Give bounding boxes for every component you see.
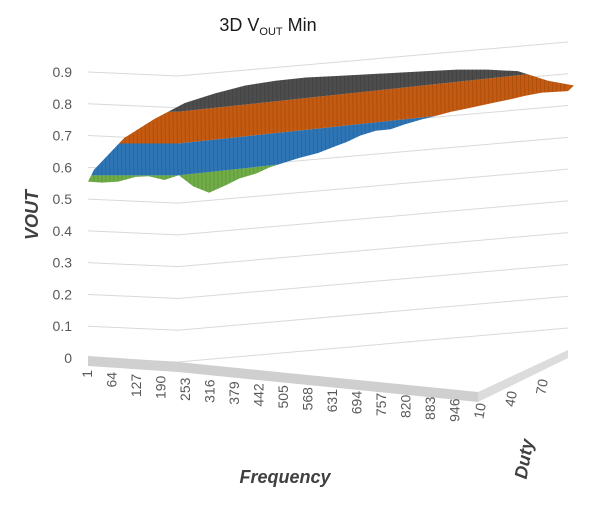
surface-ridge (535, 69, 540, 193)
surface-ridge (383, 69, 388, 193)
surface-ridge (339, 69, 344, 193)
surface-ridge (88, 69, 92, 193)
surface-ridge (327, 69, 332, 193)
x-tick-label: 568 (300, 387, 316, 411)
gridline (87, 263, 569, 299)
surface-ridge (555, 69, 560, 193)
x-tick-label: 190 (153, 375, 169, 399)
floor-left-edge (88, 356, 178, 372)
z-tick-label: 0 (64, 350, 72, 366)
z-tick-label: 0.8 (53, 96, 73, 112)
surface-ridge (531, 69, 536, 193)
surface-ridge (539, 69, 544, 193)
floor-front-edge (178, 362, 478, 402)
x-axis-title: Frequency (239, 467, 331, 487)
surface-ridge (323, 69, 328, 193)
y-tick-label: 10 (470, 402, 488, 420)
x-tick-label: 631 (324, 389, 340, 413)
z-tick-label: 0.6 (53, 159, 73, 175)
x-tick-label: 1 (79, 370, 95, 378)
surface-ridge (91, 69, 96, 193)
z-tick-label: 0.3 (53, 255, 73, 271)
surface-ridge (347, 69, 352, 193)
x-tick-label: 694 (349, 391, 365, 415)
surface-ridge (355, 69, 360, 193)
surface-ridge (363, 69, 368, 193)
z-axis-ticks: 0 0.1 0.2 0.3 0.4 0.5 0.6 0.7 0.8 0.9 (53, 64, 73, 366)
z-tick-label: 0.7 (53, 128, 73, 144)
frequency-axis-ticks: 1 64 127 190 253 316 379 442 505 568 631 694 757 820 8… (79, 370, 463, 422)
duty-axis-ticks: 10 40 70 (470, 378, 550, 420)
surface-ridge (359, 69, 364, 193)
surface-ridge (375, 69, 380, 193)
surface-ridge (523, 69, 528, 193)
surface-ridge (527, 69, 532, 193)
z-axis-title: VOUT (22, 188, 42, 240)
gridline (87, 41, 569, 77)
surface-ridge (95, 69, 100, 193)
floor-right-edge (478, 350, 568, 402)
x-tick-label: 757 (373, 393, 389, 417)
y-axis-title: Duty (511, 437, 538, 481)
chart-floor (88, 350, 568, 402)
surface-ridge (559, 69, 564, 193)
gridline (87, 295, 569, 331)
z-tick-label: 0.1 (53, 318, 73, 334)
z-tick-label: 0.5 (53, 191, 73, 207)
x-tick-label: 64 (104, 372, 120, 388)
x-tick-label: 505 (275, 385, 291, 409)
x-tick-label: 883 (422, 396, 438, 420)
surface-ridge (331, 69, 336, 193)
surface-ridge (379, 69, 384, 193)
z-tick-label: 0.4 (53, 223, 73, 239)
chart-title: 3D VOUT Min (219, 15, 316, 38)
z-tick-label: 0.9 (53, 64, 73, 80)
surface-ridge (551, 69, 556, 193)
surface-ridge (343, 69, 348, 193)
gridline (87, 200, 569, 236)
x-tick-label: 820 (398, 394, 414, 418)
surface-ridge (387, 69, 392, 193)
surface-band (88, 69, 574, 144)
x-tick-label: 442 (251, 383, 267, 407)
surface-ridge (351, 69, 356, 193)
surface-ridge (563, 69, 568, 193)
x-tick-label: 316 (202, 379, 218, 403)
y-tick-label: 40 (501, 390, 519, 408)
surface-ridge (547, 69, 552, 193)
x-tick-label: 946 (447, 398, 463, 422)
surface-ridge (371, 69, 376, 193)
surface-plot (88, 69, 574, 193)
x-tick-label: 379 (226, 381, 242, 405)
x-tick-label: 253 (177, 377, 193, 401)
x-tick-label: 127 (128, 374, 144, 398)
surface-ridge (367, 69, 372, 193)
y-tick-label: 70 (532, 378, 550, 396)
surface-ridge (335, 69, 340, 193)
z-tick-label: 0.2 (53, 286, 73, 302)
gridline (87, 327, 569, 363)
surface-ridge (543, 69, 548, 193)
gridline (87, 168, 569, 204)
gridline (87, 232, 569, 268)
